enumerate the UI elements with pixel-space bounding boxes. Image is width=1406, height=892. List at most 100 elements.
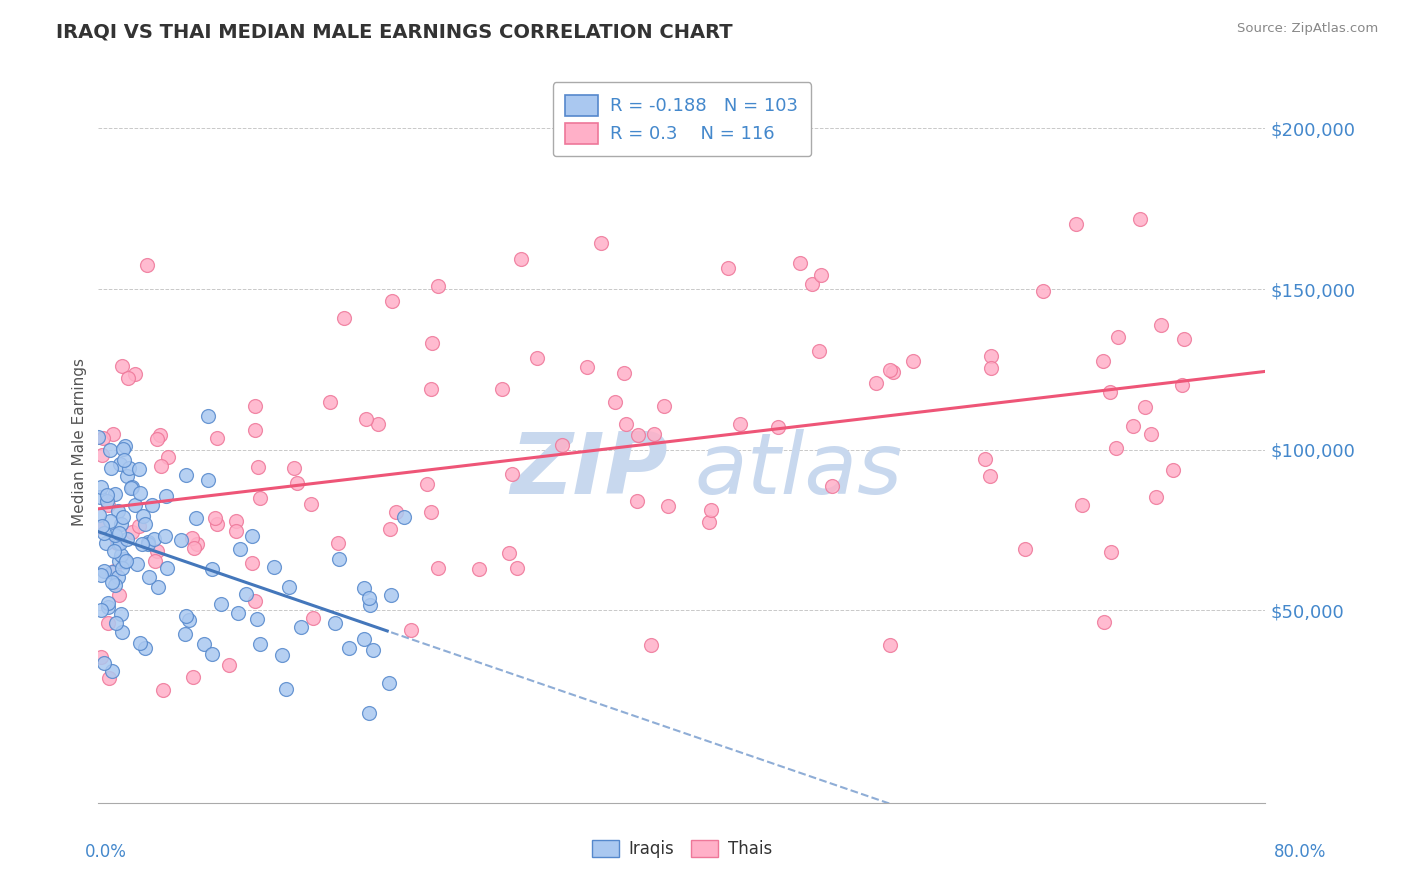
Point xyxy=(134,517,156,532)
Point xyxy=(591,235,613,250)
Point xyxy=(980,349,1002,363)
Point xyxy=(974,452,997,467)
Point xyxy=(156,450,179,464)
Point xyxy=(114,439,136,453)
Point xyxy=(135,259,157,273)
Point xyxy=(110,548,132,562)
Y-axis label: Median Male Earnings: Median Male Earnings xyxy=(72,358,87,525)
Point xyxy=(104,578,127,592)
Point xyxy=(110,516,132,531)
Point xyxy=(107,525,129,540)
Point xyxy=(766,420,789,434)
Point xyxy=(90,448,112,462)
Point xyxy=(357,706,380,720)
Point xyxy=(118,460,141,475)
Point xyxy=(1140,427,1163,442)
Point xyxy=(1107,330,1129,344)
Point xyxy=(319,394,342,409)
Point xyxy=(657,499,679,513)
Point xyxy=(1092,354,1115,368)
Point xyxy=(110,457,132,471)
Point xyxy=(96,488,118,502)
Point xyxy=(717,261,740,276)
Point xyxy=(134,641,156,656)
Point xyxy=(89,520,111,534)
Point xyxy=(131,537,153,551)
Point xyxy=(146,580,169,594)
Point xyxy=(385,505,408,519)
Point xyxy=(326,536,349,550)
Point xyxy=(90,602,112,616)
Point xyxy=(138,570,160,584)
Point xyxy=(249,637,271,651)
Point xyxy=(526,351,548,365)
Point xyxy=(93,564,115,578)
Point xyxy=(468,562,491,576)
Point xyxy=(111,510,134,524)
Point xyxy=(353,632,375,646)
Point xyxy=(90,649,112,664)
Point xyxy=(205,431,228,445)
Point xyxy=(98,442,121,457)
Point xyxy=(378,522,401,536)
Point xyxy=(882,365,904,379)
Point xyxy=(201,562,224,576)
Point xyxy=(127,557,149,571)
Point xyxy=(361,643,384,657)
Point xyxy=(107,570,129,584)
Point xyxy=(808,343,831,358)
Point xyxy=(108,588,131,602)
Point xyxy=(174,609,197,624)
Point xyxy=(136,534,159,549)
Point xyxy=(420,335,443,350)
Text: atlas: atlas xyxy=(695,429,903,512)
Point xyxy=(115,532,138,546)
Point xyxy=(97,671,120,685)
Point xyxy=(97,599,120,614)
Point xyxy=(170,533,193,548)
Point xyxy=(613,367,636,381)
Point xyxy=(89,491,111,505)
Text: Source: ZipAtlas.com: Source: ZipAtlas.com xyxy=(1237,22,1378,36)
Point xyxy=(1064,217,1087,231)
Point xyxy=(124,499,146,513)
Point xyxy=(235,586,257,600)
Point xyxy=(90,568,112,582)
Legend: Iraqis, Thais: Iraqis, Thais xyxy=(583,832,780,867)
Point xyxy=(136,537,159,551)
Point xyxy=(101,575,124,590)
Point xyxy=(730,417,752,431)
Point xyxy=(626,493,648,508)
Point xyxy=(218,657,240,672)
Point xyxy=(156,561,179,575)
Point xyxy=(103,426,125,441)
Point xyxy=(90,480,112,494)
Point xyxy=(603,395,626,409)
Point xyxy=(1122,419,1144,434)
Point xyxy=(121,525,143,540)
Point xyxy=(367,417,389,431)
Point xyxy=(149,427,172,442)
Point xyxy=(114,554,136,568)
Point xyxy=(337,640,360,655)
Point xyxy=(810,268,832,283)
Point xyxy=(87,429,110,443)
Point xyxy=(128,462,150,476)
Point xyxy=(643,427,665,442)
Point xyxy=(201,648,224,662)
Point xyxy=(104,528,127,542)
Point xyxy=(299,497,322,511)
Point xyxy=(627,427,650,442)
Point xyxy=(979,469,1001,483)
Point xyxy=(98,514,121,528)
Point xyxy=(879,363,901,377)
Point xyxy=(278,581,301,595)
Point xyxy=(96,494,118,508)
Point xyxy=(359,598,381,612)
Point xyxy=(103,544,125,558)
Point xyxy=(247,460,270,475)
Point xyxy=(226,607,249,621)
Point xyxy=(193,637,215,651)
Point xyxy=(551,437,574,451)
Point xyxy=(323,616,346,631)
